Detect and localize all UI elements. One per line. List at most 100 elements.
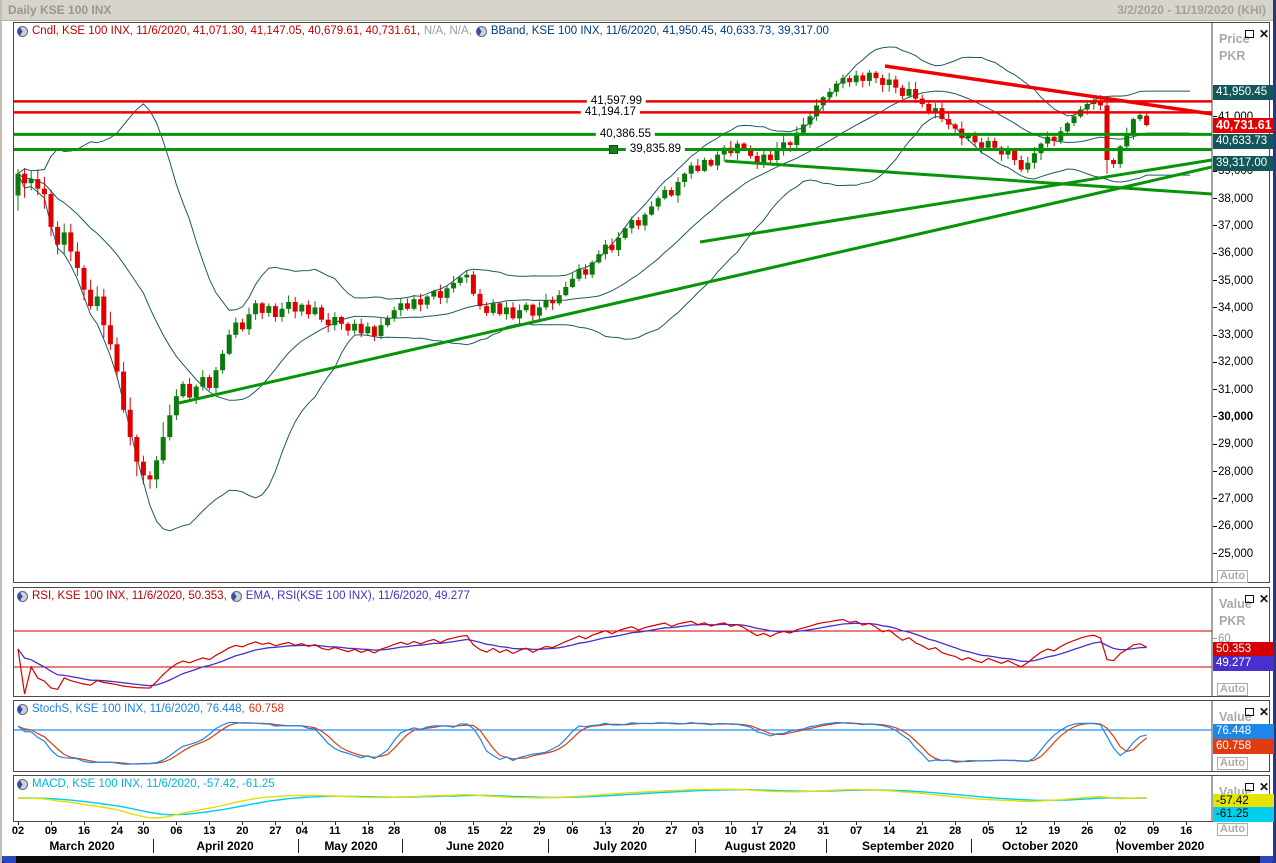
price-value-badge: 40,633.73 <box>1213 133 1274 149</box>
date-range-label: 3/2/2020 - 11/19/2020 (KHI) <box>1117 3 1266 17</box>
stoch-legend: StochS, KSE 100 INX, 11/6/2020, 76.448, … <box>17 703 284 715</box>
price-panel[interactable] <box>13 22 1270 583</box>
x-axis-week-tick <box>572 822 574 825</box>
x-axis-month-label: August 2020 <box>724 839 796 853</box>
x-axis-week-tick <box>1021 822 1023 825</box>
x-axis-date-label: 09 <box>1147 825 1160 837</box>
window-titlebar[interactable]: Daily KSE 100 INX 3/2/2020 - 11/19/2020 … <box>0 0 1276 21</box>
close-icon[interactable]: ✕ <box>1259 27 1270 41</box>
price-legend-collapse-icon[interactable] <box>17 25 28 37</box>
minimize-icon[interactable] <box>1245 703 1254 721</box>
x-axis-week-tick <box>209 822 211 825</box>
x-axis-month-label: March 2020 <box>49 839 115 853</box>
macd-legend-label: MACD, KSE 100 INX, 11/6/2020, -57.42, -6… <box>32 778 275 790</box>
x-axis-week-tick <box>506 822 508 825</box>
window-title: Daily KSE 100 INX <box>8 3 112 17</box>
x-axis-week-tick <box>823 822 825 825</box>
stoch-window-controls: ✕ <box>1245 703 1269 721</box>
x-axis-date-label: 06 <box>566 825 579 837</box>
price-legend-collapse-icon[interactable] <box>475 25 487 37</box>
x-axis-date-label: 20 <box>236 825 249 837</box>
x-axis-date-label: 28 <box>388 825 401 837</box>
price-axis-tick: 34,000 <box>1213 302 1253 314</box>
x-axis-date-label: 10 <box>724 825 737 837</box>
price-axis-tick: 32,000 <box>1213 356 1253 368</box>
price-axis-tick: 26,000 <box>1213 520 1253 532</box>
stoch-legend-collapse-icon[interactable] <box>17 703 28 715</box>
price-axis-tick: 30,000 <box>1213 411 1253 423</box>
price-axis-unit: PKR <box>1219 49 1246 63</box>
x-axis-week-tick <box>790 822 792 825</box>
x-axis-month-label: May 2020 <box>324 839 378 853</box>
rsi-panel[interactable] <box>13 587 1270 697</box>
x-axis-week-tick <box>334 822 336 825</box>
minimize-icon[interactable] <box>1245 25 1254 43</box>
price-axis-tick: 25,000 <box>1213 548 1253 560</box>
macd-panel[interactable] <box>13 775 1270 822</box>
x-axis-date-label: 13 <box>203 825 216 837</box>
x-axis-week-tick <box>84 822 85 825</box>
price-window-controls: ✕ <box>1245 25 1269 43</box>
rsi-auto-scale-button[interactable]: Auto <box>1217 683 1249 696</box>
stoch-legend-label: StochS, KSE 100 INX, 11/6/2020, 76.448, <box>32 703 245 715</box>
minimize-icon[interactable] <box>1245 778 1254 796</box>
x-axis-week-tick <box>143 822 145 825</box>
price-legend-label: N/A, N/A, <box>423 25 472 37</box>
x-axis-month-separator <box>153 839 154 853</box>
x-axis-date-label: 15 <box>467 825 480 837</box>
window-edge-right <box>1273 0 1276 863</box>
x-axis: 02 09 16 24 30 06 13 20 27 04 11 18 28 08 15 22 29 06 13 20… <box>0 822 1276 856</box>
sr-line-label: 41,194.17 <box>580 106 640 119</box>
price-auto-scale-button[interactable]: Auto <box>1217 570 1249 583</box>
x-axis-date-label: 31 <box>817 825 830 837</box>
price-value-badge: 40,731.61 <box>1213 117 1274 133</box>
trendline-handle[interactable] <box>609 145 618 155</box>
x-axis-week-tick <box>922 822 924 825</box>
x-axis-date-label: 07 <box>850 825 863 837</box>
macd-auto-scale-button[interactable]: Auto <box>1217 823 1249 836</box>
window-edge-left <box>0 0 2 863</box>
price-axis-tick: 28,000 <box>1213 466 1253 478</box>
x-axis-month-separator <box>1117 839 1118 853</box>
x-axis-date-label: 29 <box>533 825 546 837</box>
x-axis-date-label: 02 <box>1114 825 1127 837</box>
macd-value-badge: -61.25 <box>1213 806 1274 822</box>
rsi-axis-unit: PKR <box>1219 614 1246 628</box>
stoch-legend-label: 60.758 <box>248 703 284 715</box>
x-axis-week-tick <box>697 822 699 825</box>
stoch-auto-scale-button[interactable]: Auto <box>1217 757 1249 770</box>
x-axis-week-tick <box>1120 822 1122 825</box>
close-icon[interactable]: ✕ <box>1259 592 1270 606</box>
x-axis-date-label: 28 <box>949 825 962 837</box>
macd-legend-collapse-icon[interactable] <box>17 778 28 790</box>
x-axis-week-tick <box>51 822 52 825</box>
rsi-legend-collapse-icon[interactable] <box>17 590 28 602</box>
x-axis-week-tick <box>275 822 277 825</box>
close-icon[interactable]: ✕ <box>1259 705 1270 719</box>
close-icon[interactable]: ✕ <box>1259 780 1270 794</box>
x-axis-week-tick <box>1054 822 1056 825</box>
x-axis-date-label: 11 <box>328 825 341 837</box>
window-corner-left <box>0 856 16 863</box>
x-axis-date-label: 21 <box>916 825 929 837</box>
x-axis-week-tick <box>1153 822 1155 825</box>
price-value-badge: 41,950.45 <box>1213 84 1274 100</box>
minimize-icon[interactable] <box>1245 590 1254 608</box>
x-axis-week-tick <box>539 822 541 825</box>
x-axis-date-label: 08 <box>434 825 447 837</box>
x-axis-month-separator <box>548 839 549 853</box>
x-axis-date-label: 14 <box>883 825 896 837</box>
x-axis-week-tick <box>757 822 759 825</box>
x-axis-month-separator <box>402 839 403 853</box>
macd-legend: MACD, KSE 100 INX, 11/6/2020, -57.42, -6… <box>17 778 275 790</box>
price-legend: Cndl, KSE 100 INX, 11/6/2020, 41,071.30,… <box>17 25 829 37</box>
sr-line-label: 39,835.89 <box>625 143 685 156</box>
x-axis-date-label: 18 <box>361 825 374 837</box>
price-axis-title: Price <box>1219 32 1250 46</box>
x-axis-date-label: 02 <box>11 825 25 837</box>
x-axis-date-label: 30 <box>137 825 150 837</box>
rsi-legend-collapse-icon[interactable] <box>230 590 242 602</box>
x-axis-week-tick <box>117 822 118 825</box>
